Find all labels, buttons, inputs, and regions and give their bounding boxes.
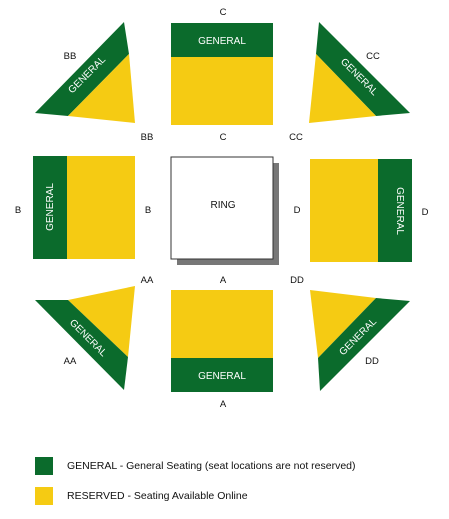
section-b[interactable]: GENERAL bbox=[33, 156, 135, 259]
section-bb-general[interactable] bbox=[35, 22, 129, 116]
section-dd-outer-label: DD bbox=[365, 356, 379, 367]
section-cc-general[interactable] bbox=[316, 22, 410, 116]
section-b-reserved[interactable] bbox=[67, 156, 135, 259]
section-d-general[interactable] bbox=[378, 159, 412, 262]
section-aa-general[interactable] bbox=[35, 300, 128, 390]
section-c[interactable]: GENERAL bbox=[171, 23, 273, 125]
section-d-reserved[interactable] bbox=[310, 159, 378, 262]
section-bb-outer-label: BB bbox=[64, 51, 77, 62]
section-b-inner-label: B bbox=[145, 205, 151, 216]
legend-reserved: RESERVED - Seating Available Online bbox=[35, 487, 248, 505]
section-d-inner-label: D bbox=[294, 205, 301, 216]
section-bb-reserved[interactable] bbox=[68, 54, 135, 123]
section-a-general[interactable] bbox=[171, 358, 273, 392]
ring-box bbox=[170, 156, 274, 260]
section-cc-reserved[interactable] bbox=[309, 54, 376, 123]
legend-reserved-swatch bbox=[35, 487, 53, 505]
section-c-general-label: GENERAL bbox=[198, 36, 246, 47]
section-a-inner-label: A bbox=[220, 275, 227, 286]
section-bb[interactable]: GENERAL bbox=[35, 22, 135, 123]
section-a-general-label: GENERAL bbox=[198, 371, 246, 382]
section-b-outer-label: B bbox=[15, 205, 21, 216]
section-b-general[interactable] bbox=[33, 156, 67, 259]
section-a[interactable]: GENERAL bbox=[171, 290, 273, 392]
section-c-outer-label: C bbox=[220, 7, 227, 18]
section-d[interactable]: GENERAL bbox=[310, 159, 412, 262]
section-cc[interactable]: GENERAL bbox=[309, 22, 410, 123]
section-d-general-label: GENERAL bbox=[394, 187, 405, 235]
section-aa-inner-label: AA bbox=[141, 275, 154, 286]
section-dd-inner-label: DD bbox=[290, 275, 304, 286]
legend-general-text: GENERAL - General Seating (seat location… bbox=[67, 460, 356, 472]
section-dd-reserved[interactable] bbox=[310, 290, 376, 358]
section-a-reserved[interactable] bbox=[171, 290, 273, 358]
section-dd-general[interactable] bbox=[318, 298, 410, 391]
ring-label: RING bbox=[211, 200, 236, 211]
legend-reserved-text: RESERVED - Seating Available Online bbox=[67, 490, 248, 502]
section-aa[interactable]: GENERAL bbox=[35, 286, 135, 390]
section-cc-outer-label: CC bbox=[366, 51, 380, 62]
section-c-reserved[interactable] bbox=[171, 57, 273, 125]
ring: RING bbox=[170, 156, 279, 265]
section-aa-outer-label: AA bbox=[64, 356, 77, 367]
section-bb-inner-label: BB bbox=[141, 132, 154, 143]
section-c-inner-label: C bbox=[220, 132, 227, 143]
legend-general-swatch bbox=[35, 457, 53, 475]
legend-general: GENERAL - General Seating (seat location… bbox=[35, 457, 356, 475]
section-b-general-label: GENERAL bbox=[45, 183, 56, 231]
section-aa-reserved[interactable] bbox=[68, 286, 135, 357]
section-dd[interactable]: GENERAL bbox=[310, 290, 410, 391]
section-c-general[interactable] bbox=[171, 23, 273, 57]
section-cc-inner-label: CC bbox=[289, 132, 303, 143]
section-a-outer-label: A bbox=[220, 399, 227, 410]
section-d-outer-label: D bbox=[422, 207, 429, 218]
